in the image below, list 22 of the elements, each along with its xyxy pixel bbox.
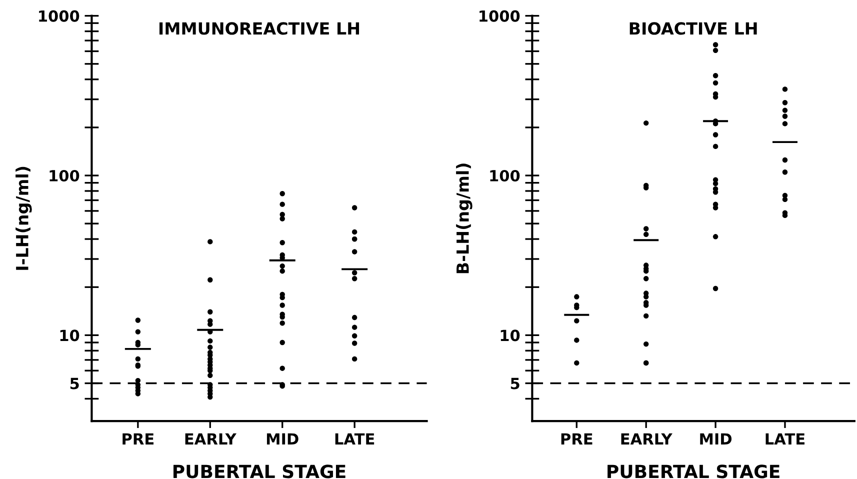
x-axis-title: PUBERTAL STAGE	[608, 464, 780, 478]
chart-title: BIOACTIVE LH	[630, 22, 757, 35]
x-tick-label: EARLY	[621, 433, 672, 444]
x-tick-label: PRE	[122, 433, 154, 444]
y-tick-label: 5	[510, 378, 520, 390]
x-tick-label: MID	[700, 433, 732, 444]
y-tick-label: 10	[60, 330, 80, 342]
x-axis-title: PUBERTAL STAGE	[173, 464, 346, 478]
y-tick-label: 1000	[39, 10, 80, 22]
x-tick-label: PRE	[561, 433, 592, 444]
y-tick-label: 10	[500, 330, 520, 342]
x-tick-label: EARLY	[185, 433, 237, 444]
y-axis-title: I-LH(ng/ml)	[16, 166, 32, 270]
y-tick-label: 100	[490, 170, 520, 182]
y-axis-title: B-LH(ng/ml)	[456, 164, 472, 274]
x-tick-label: LATE	[335, 433, 374, 444]
chart-title: IMMUNOREACTIVE LH	[159, 22, 360, 35]
y-tick-label: 1000	[480, 10, 520, 22]
y-tick-label: 100	[50, 170, 80, 182]
x-tick-label: MID	[266, 433, 298, 444]
x-tick-label: LATE	[766, 433, 804, 444]
y-tick-label: 5	[70, 378, 79, 390]
